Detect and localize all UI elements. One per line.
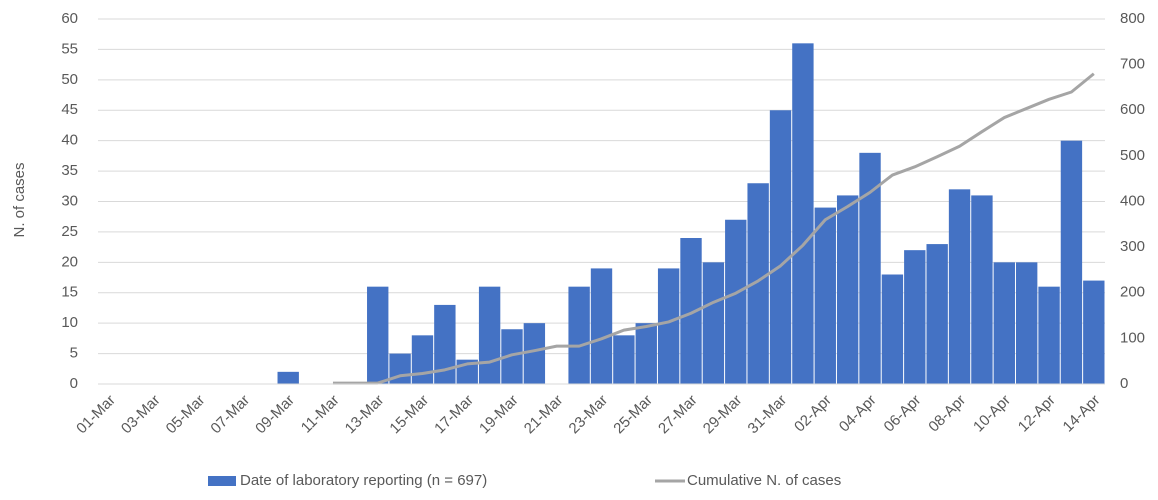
bar [635,323,657,384]
y-tick-label: 10 [61,314,78,331]
bar [434,304,456,384]
bar [702,262,725,384]
x-tick-label: 12-Apr [1015,392,1059,436]
x-tick-label: 01-Mar [73,392,119,438]
y2-tick-label: 400 [1120,192,1145,209]
bar [1038,286,1060,384]
x-tick-label: 21-Mar [521,392,567,438]
bar [1015,262,1038,384]
bar [769,110,792,384]
bar [1083,280,1105,384]
bar [568,286,590,384]
legend-label: Date of laboratory reporting (n = 697) [240,472,487,489]
y-axis-title: N. of cases [11,162,28,237]
bar [725,219,747,384]
bar [993,262,1015,384]
y-tick-label: 50 [61,71,78,88]
y2-tick-label: 300 [1120,238,1145,255]
x-tick-label: 17-Mar [431,392,477,438]
x-tick-label: 14-Apr [1060,392,1104,436]
bar [613,335,635,384]
y-tick-label: 55 [61,40,78,57]
x-tick-label: 10-Apr [970,392,1014,436]
y2-tick-label: 500 [1120,147,1145,164]
y-tick-label: 25 [61,223,78,240]
y-tick-label: 5 [70,345,78,362]
y-tick-label: 35 [61,162,78,179]
bar [680,238,702,384]
y2-tick-label: 600 [1120,101,1145,118]
x-tick-label: 03-Mar [118,392,164,438]
x-tick-label: 07-Mar [207,392,253,438]
x-tick-label: 13-Mar [342,392,388,438]
bar [501,329,523,384]
y-tick-label: 0 [70,375,78,392]
bar [367,286,389,384]
y2-tick-label: 0 [1120,375,1128,392]
y-tick-label: 15 [61,284,78,301]
y2-tick-label: 100 [1120,329,1145,346]
x-tick-label: 29-Mar [700,392,746,438]
legend-swatch [208,476,236,486]
bar [590,268,613,384]
x-tick-label: 11-Mar [298,392,343,437]
x-tick-label: 02-Apr [791,392,835,436]
bar [411,335,434,384]
bar [948,189,971,384]
y-tick-label: 45 [61,101,78,118]
x-tick-label: 27-Mar [655,392,701,438]
legend-label: Cumulative N. of cases [687,472,841,489]
y2-tick-label: 800 [1120,10,1145,27]
x-tick-label: 09-Mar [252,392,298,438]
y-tick-label: 60 [61,10,78,27]
bar [747,183,769,384]
x-tick-label: 04-Apr [836,392,880,436]
bar [904,250,926,384]
bar [792,43,814,384]
bar [859,152,881,384]
bar [814,207,836,384]
bar [478,286,501,384]
y-tick-label: 30 [61,192,78,209]
x-tick-label: 23-Mar [566,392,612,438]
x-tick-label: 31-Mar [745,392,791,438]
bar [277,371,299,384]
x-tick-label: 08-Apr [925,392,969,436]
x-tick-label: 06-Apr [881,392,925,436]
x-tick-label: 15-Mar [386,392,432,438]
y2-tick-label: 700 [1120,56,1145,73]
y2-tick-label: 200 [1120,284,1145,301]
bar [836,195,859,384]
y-tick-label: 40 [61,132,78,149]
bar [1060,140,1083,384]
bar [926,244,948,384]
x-tick-label: 19-Mar [476,392,522,438]
x-tick-label: 25-Mar [610,392,656,438]
y-tick-label: 20 [61,253,78,270]
x-tick-label: 05-Mar [163,392,209,438]
bar [971,195,993,384]
bar [881,274,904,384]
bar [657,268,680,384]
bar [523,323,546,384]
line [332,72,1095,385]
